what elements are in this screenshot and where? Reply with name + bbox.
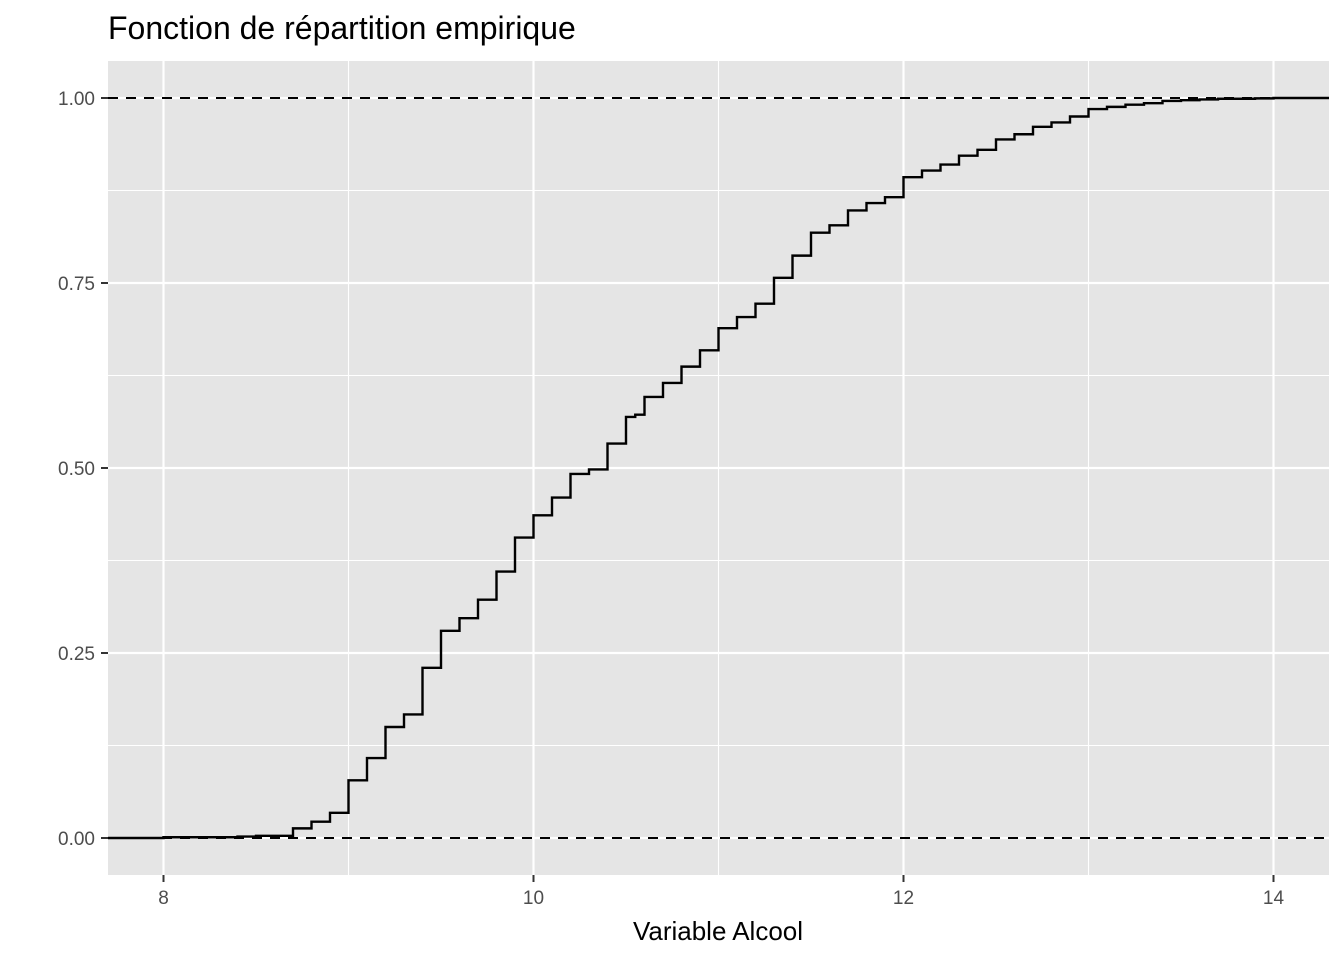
x-tick-label: 10 <box>523 888 544 909</box>
y-tick-label: 1.00 <box>58 89 95 110</box>
y-tick-label: 0.00 <box>58 829 95 850</box>
x-axis: 8 10 12 14 <box>158 875 1284 909</box>
chart-title: Fonction de répartition empirique <box>108 10 576 46</box>
x-tick-label: 14 <box>1263 888 1285 909</box>
x-tick-label: 8 <box>158 888 169 909</box>
y-tick-label: 0.25 <box>58 644 95 665</box>
y-tick-label: 0.75 <box>58 274 95 295</box>
series-group <box>108 96 1329 840</box>
x-axis-label: Variable Alcool <box>633 916 803 946</box>
y-axis: 0.00 0.25 0.50 0.75 1.00 <box>58 89 108 850</box>
x-tick-label: 12 <box>893 888 914 909</box>
reference-lines <box>108 97 1329 839</box>
y-tick-label: 0.50 <box>58 459 95 480</box>
ecdf-step-line <box>108 96 1329 840</box>
